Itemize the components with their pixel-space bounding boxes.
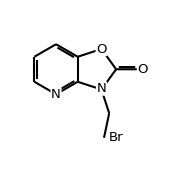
Text: O: O: [96, 42, 107, 56]
Text: N: N: [97, 82, 106, 95]
Text: Br: Br: [109, 131, 123, 144]
Text: O: O: [137, 63, 148, 76]
Text: N: N: [51, 88, 61, 101]
